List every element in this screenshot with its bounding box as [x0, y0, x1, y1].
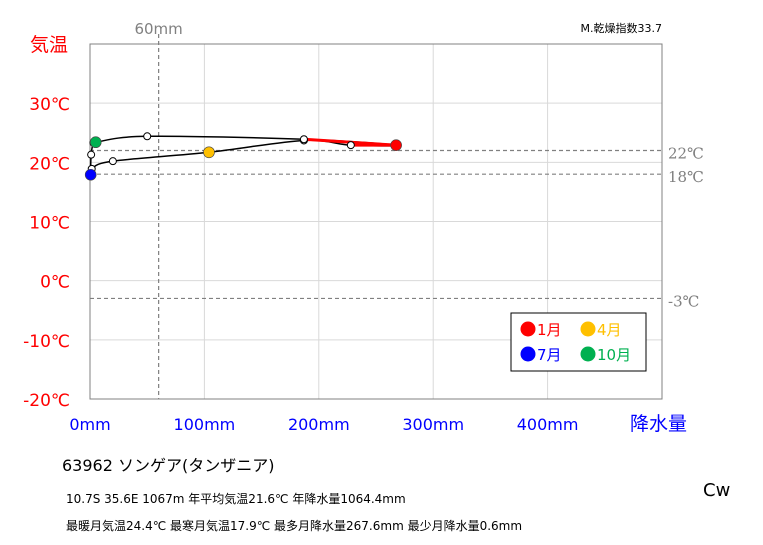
- precipitation-axis-title: 降水量: [630, 413, 687, 435]
- ref-line-temp-label: -3℃: [668, 292, 699, 310]
- station-stats-line-1: 10.7S 35.6E 1067m 年平均気温21.6℃ 年降水量1064.4m…: [66, 492, 406, 506]
- precip-tick-label: 0mm: [69, 415, 110, 434]
- month-point-1: [390, 139, 402, 151]
- temp-tick-label: -20℃: [23, 391, 70, 411]
- legend-marker: [580, 346, 596, 362]
- precip-tick-label: 200mm: [288, 415, 350, 434]
- month-point-4: [203, 146, 215, 159]
- ref-line-temp-label: 18℃: [668, 168, 704, 186]
- legend-label: 4月: [597, 321, 622, 339]
- reference-lines: 22℃ 18℃ -3℃ 60mm: [90, 20, 704, 399]
- legend-marker: [520, 321, 536, 337]
- ref-line-precip-label: 60mm: [134, 20, 182, 38]
- month-point-8: [87, 150, 96, 159]
- legend: 1月 4月 7月 10月: [510, 312, 647, 372]
- precipitation-tick-labels: 0mm 100mm 200mm 300mm 400mm: [69, 415, 578, 434]
- temp-tick-label: 30℃: [29, 95, 70, 115]
- station-stats-line-2: 最暖月気温24.4℃ 最寒月気温17.9℃ 最多月降水量267.6mm 最少月降…: [66, 519, 523, 533]
- dryness-index: M.乾燥指数33.7: [581, 21, 662, 35]
- grid-lines: [90, 44, 662, 399]
- plot-frame: [89, 43, 663, 400]
- month-point-5: [108, 157, 117, 166]
- legend-label: 1月: [537, 321, 562, 339]
- legend-marker: [580, 321, 596, 337]
- climate-series: [84, 132, 402, 181]
- legend-label: 7月: [537, 346, 562, 364]
- climograph-chart: 22℃ 18℃ -3℃ 60mm 30℃ 20℃ 10℃ 0℃ -10℃ -20℃ 0mm 100…: [23, 20, 704, 435]
- climate-classification: Cw: [703, 480, 731, 501]
- precip-tick-label: 100mm: [174, 415, 236, 434]
- month-point-7: [84, 168, 97, 181]
- month-point-2: [346, 141, 355, 150]
- month-point-12: [299, 135, 308, 144]
- temperature-axis-title: 気温: [30, 34, 68, 56]
- temp-tick-label: 10℃: [29, 214, 70, 234]
- legend-marker: [520, 346, 536, 362]
- legend-label: 10月: [597, 346, 631, 364]
- ref-line-temp-label: 22℃: [668, 145, 704, 163]
- precip-tick-label: 300mm: [402, 415, 464, 434]
- legend-box: [510, 312, 647, 372]
- temp-tick-label: -10℃: [23, 332, 70, 352]
- temperature-tick-labels: 30℃ 20℃ 10℃ 0℃ -10℃ -20℃: [23, 95, 70, 411]
- precip-tick-label: 400mm: [517, 415, 579, 434]
- month-point-10: [89, 136, 102, 149]
- temp-tick-label: 20℃: [29, 154, 70, 174]
- month-point-11: [143, 132, 152, 141]
- temp-tick-label: 0℃: [40, 273, 70, 293]
- station-name: 63962 ソンゲア(タンザニア): [62, 456, 275, 475]
